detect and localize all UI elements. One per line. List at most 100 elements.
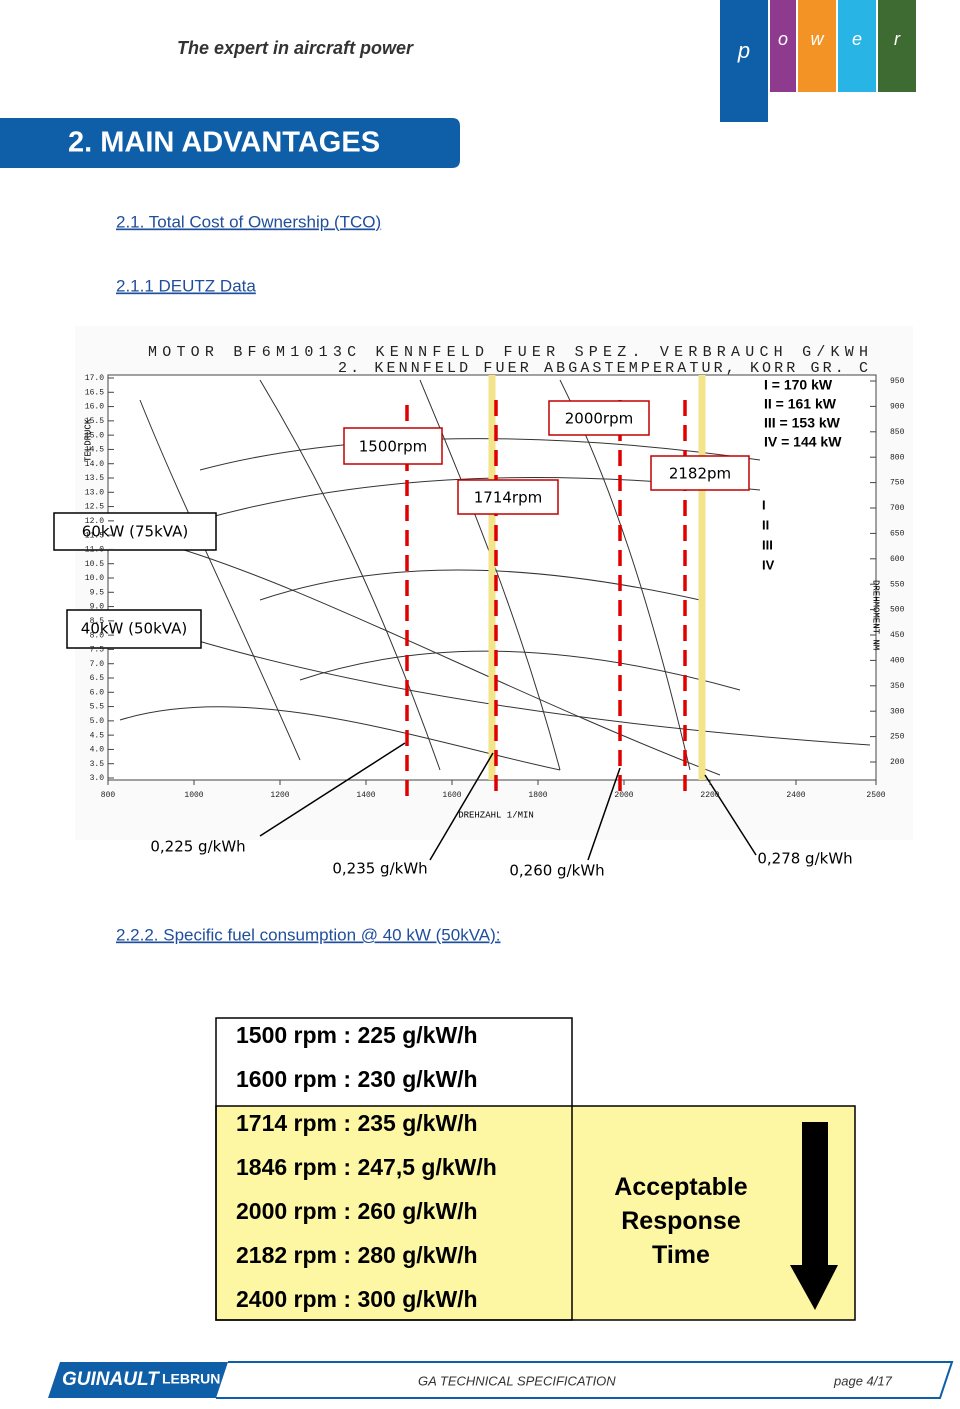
annotation: 1714rpm [474,489,542,507]
left-tick-label: 12.0 [85,517,104,526]
legend-item: I = 170 kW [764,377,833,393]
x-tick-label: 2400 [786,791,805,800]
curve-label: IV [762,557,775,572]
right-tick-label: 250 [890,733,905,742]
annotation: 0,225 g/kWh [150,838,245,856]
logo-letter: p [737,38,750,63]
power-curve [194,639,871,746]
pointer [429,752,494,861]
right-tick-label: 750 [890,479,905,488]
left-tick-label: 15.5 [85,417,104,426]
left-tick-label: 14.0 [85,460,104,469]
note: Acceptable Response Time [614,1173,747,1269]
axis-label: DREHMOMENT NM [871,580,881,650]
left-tick-label: 3.5 [90,760,105,769]
logo-letter: r [894,29,901,49]
curve-label: I [762,497,766,512]
logo-bar [720,0,768,122]
left-tick-label: 13.0 [85,488,104,497]
table-row: 2182 rpm : 280 g/kW/h [236,1242,478,1268]
section-banner [0,118,460,168]
right-tick-label: 850 [890,428,905,437]
left-tick-label: 8.5 [90,617,105,626]
legend-item: IV = 144 kW [764,434,842,450]
curve-label: III [762,537,773,552]
x-tick-label: 2200 [700,791,719,800]
logo-bar [770,0,796,92]
highlight-zone [215,1105,856,1321]
page-number: page 4/17 [833,1373,893,1388]
left-tick-label: 10.0 [85,574,104,583]
table-row: 1500 rpm : 225 g/kW/h [236,1022,478,1048]
right-tick-label: 500 [890,606,905,615]
table-row: 1714 rpm : 235 g/kW/h [236,1110,478,1136]
left-tick-label: 8.0 [90,631,105,640]
logo-bar [798,0,836,92]
arrow [790,1122,838,1310]
engine-map: MOTOR BF6M1013C KENNFELD FUER SPEZ. VERB… [53,326,913,880]
annotation: 60kW (75kVA) [82,523,188,541]
power-curve [149,539,721,776]
footer-brand-band [48,1362,228,1398]
left-tick-label: 6.0 [90,688,105,697]
footer-line [216,1361,954,1399]
right-tick-label: 700 [890,504,905,513]
figure-title: MOTOR BF6M1013C KENNFELD FUER SPEZ. VERB… [148,344,868,361]
annotation: 2182pm [669,465,731,483]
annotation-box [650,455,750,491]
annotation-box [457,479,559,515]
subsection: 2.1. Total Cost of Ownership (TCO) [116,212,381,231]
left-tick-label: 5.0 [90,717,105,726]
left-tick-label: 12.5 [85,503,104,512]
logo-bar [838,0,876,92]
left-tick-label: 16.5 [85,388,104,397]
table-row: 2400 rpm : 300 g/kW/h [236,1286,478,1312]
right-tick-label: 650 [890,530,905,539]
left-tick-label: 16.0 [85,403,104,412]
left-tick-label: 9.0 [90,603,105,612]
table: 1500 rpm : 225 g/kW/h 1600 rpm : 230 g/kW… [236,1022,497,1312]
axis-label: TELDRUCK [83,418,93,462]
left-tick-label: 7.0 [90,660,105,669]
left-tick-label: 11.5 [85,531,104,540]
left-tick-label: 4.0 [90,746,105,755]
right-tick-label: 550 [890,580,905,589]
x-tick-label: 2500 [866,791,885,800]
pointer [704,774,757,856]
note-line: Response [621,1207,741,1235]
table-row: 2000 rpm : 260 g/kW/h [236,1198,478,1224]
legend-item: II = 161 kW [764,396,837,412]
x-tick-label: 1000 [184,791,203,800]
pointer [587,767,621,861]
left-tick-label: 10.5 [85,560,104,569]
annotation: 0,260 g/kWh [509,862,604,880]
x-tick-label: 2000 [614,791,633,800]
right-tick-label: 800 [890,453,905,462]
left-tick-label: 9.5 [90,588,105,597]
left-tick-label: 14.5 [85,446,104,455]
contour [119,706,561,771]
x-tick-label: 1600 [442,791,461,800]
brand: GUINAULT [62,1369,160,1390]
annotation-box [66,609,202,649]
pointer [259,742,406,837]
left-tick-label: 7.5 [90,646,105,655]
annotation: 40kW (50kVA) [81,620,187,638]
left-tick-label: 15.0 [85,431,104,440]
right-tick-label: 600 [890,555,905,564]
subsection: 2.2.2. Specific fuel consumption @ 40 kW… [116,925,501,944]
pointers [259,742,757,861]
annotation: 1500rpm [359,438,427,456]
contour [259,569,701,601]
x-tick-label: 800 [101,791,116,800]
left-tick-label: 4.5 [90,731,105,740]
left-tick-label: 3.0 [90,774,105,783]
note-line: Time [652,1241,710,1269]
x-tick-label: 1400 [356,791,375,800]
left-tick-label: 13.5 [85,474,104,483]
contour [259,379,441,771]
right-tick-label: 350 [890,682,905,691]
annotation-box [343,427,443,465]
right-tick-label: 400 [890,657,905,666]
